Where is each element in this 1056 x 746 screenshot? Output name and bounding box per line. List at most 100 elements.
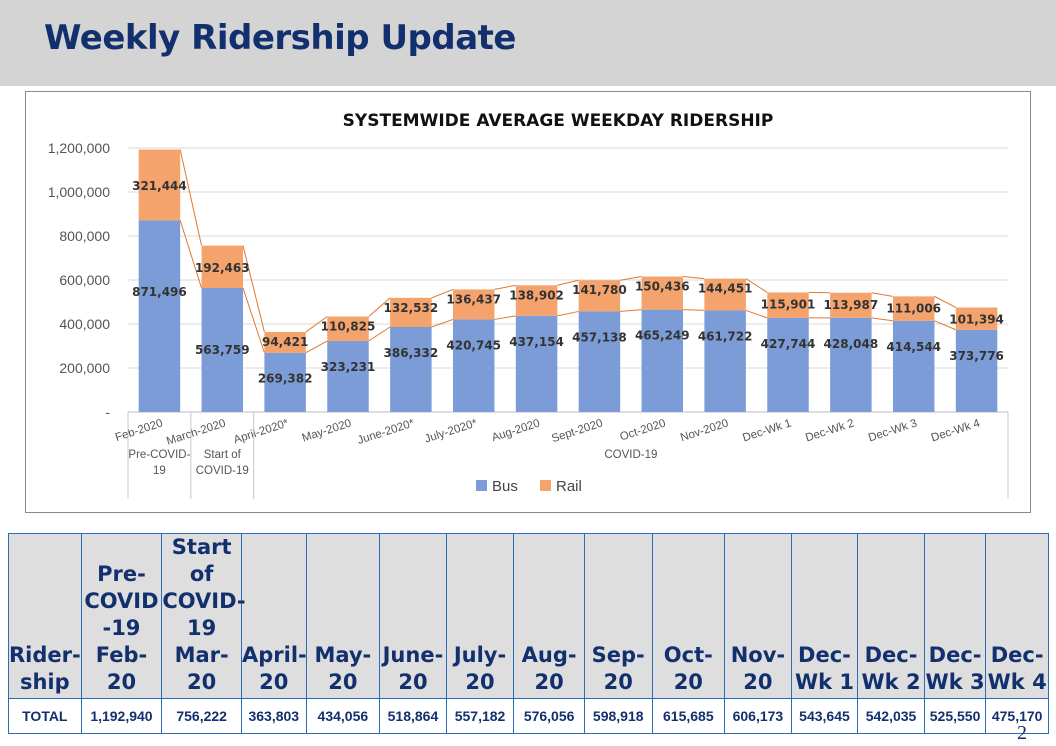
data-label-rail: 115,901 [761,297,816,311]
series-line-total [368,297,391,317]
table-header-cell: April- 20 [241,533,307,699]
bar-rail [138,149,181,221]
data-label-bus: 373,776 [949,349,1004,363]
total-row-label: TOTAL [8,698,82,734]
x-tick-label: Nov-2020 [679,417,730,444]
y-tick-label: - [105,404,110,420]
table-header-cell: Dec- Wk 4 [985,533,1049,699]
group-label-start-covid-line1: Start of [204,449,242,461]
series-line-total [871,292,894,297]
series-line-bus [683,309,705,311]
bar-bus [955,329,998,412]
data-label-rail: 321,444 [132,179,187,193]
series-line-total [745,278,768,293]
data-label-rail: 132,532 [384,301,439,315]
ridership-table: Rider-ship Pre- COVID -19 Feb-20 Start of COVI… [8,533,1049,734]
bar-rail [704,278,746,311]
total-cell: 557,182 [445,698,515,734]
data-label-rail: 144,451 [698,282,753,296]
table-header-cell: Dec- Wk 1 [790,533,859,699]
table-total-row: TOTAL 1,192,940 756,222 363,803 434,056 518,8… [8,698,1049,734]
bar-rail [201,245,244,288]
legend-label-rail: Rail [556,478,582,495]
series-line-total [934,295,957,308]
bar-rail [830,292,872,318]
series-line-bus [871,317,894,322]
x-tick-label: Dec-Wk 4 [930,417,982,444]
legend-swatch-bus [476,480,487,491]
data-label-bus: 269,382 [258,372,313,386]
x-tick-label: Feb-2020 [114,417,165,444]
data-label-bus: 428,048 [824,337,879,351]
x-tick-label: Aug-2020 [490,417,541,444]
x-tick-label: June-2020* [356,417,416,447]
data-label-bus: 461,722 [698,329,753,343]
total-cell: 525,550 [923,698,987,734]
bar-bus [138,220,181,412]
bar-bus [641,309,684,412]
table-header-cell: Nov- 20 [724,533,792,699]
data-label-rail: 110,825 [321,320,376,334]
x-tick-label: Oct-2020 [619,417,668,443]
data-label-rail: 111,006 [886,301,941,315]
total-cell: 543,645 [790,698,859,734]
series-line-bus [242,287,265,353]
x-tick-label: Dec-Wk 2 [804,417,856,444]
x-tick-label: March-2020 [165,417,227,447]
series-line-bus [368,326,391,342]
bar-bus [830,317,872,412]
series-line-total [494,284,516,290]
table-header-cell: June- 20 [379,533,447,699]
series-line-total [242,245,265,333]
bar-rail [892,296,935,321]
x-tick-label: April-2020* [232,417,290,446]
total-cell: 606,173 [724,698,792,734]
page-title: Weekly Ridership Update [44,18,517,58]
bar-rail [264,331,306,353]
series-line-bus [745,309,768,319]
x-tick-label: July-2020* [423,417,479,445]
series-line-bus [305,340,328,354]
data-label-bus: 323,231 [321,360,376,374]
series-line-total [557,279,579,286]
ridership-chart: SYSTEMWIDE AVERAGE WEEKDAY RIDERSHIP - 200… [48,111,1009,499]
series-line-total [179,149,203,246]
total-cell: 576,056 [513,698,585,734]
data-label-bus: 871,496 [132,285,187,299]
group-label-pre-covid-line1: Pre-COVID- [128,449,190,461]
total-cell: 615,685 [651,698,726,734]
y-tick-label: 1,000,000 [48,184,110,200]
table-header-cell: Dec- Wk 3 [923,533,987,699]
table-header-label: Rider-ship [8,533,82,699]
data-label-rail: 113,987 [824,298,879,312]
bar-rail [955,307,998,330]
bar-rail [452,289,495,320]
group-label-pre-covid-line2: 19 [153,465,166,477]
table-header-cell: May-20 [305,533,381,699]
y-tick-label: 1,200,000 [48,140,110,156]
total-cell: 542,035 [857,698,925,734]
page-number: 2 [1017,722,1027,744]
x-tick-label: Sept-2020 [550,417,604,445]
group-label-start-covid-line2: COVID-19 [196,465,249,477]
data-label-bus: 457,138 [572,330,627,344]
data-label-rail: 94,421 [262,335,308,349]
data-label-bus: 437,154 [509,335,564,349]
header-bar: Weekly Ridership Update [0,0,1056,86]
bar-rail [767,292,809,318]
y-tick-label: 200,000 [59,360,110,376]
series-line-bus [431,318,454,328]
bar-rail [515,285,558,316]
bar-rail [327,316,369,341]
y-tick-label: 800,000 [59,228,110,244]
legend-label-bus: Bus [492,478,518,495]
y-tick-label: 400,000 [59,316,110,332]
table-header-cell: Start of COVID- 19 Mar-20 [161,533,246,699]
data-label-bus: 563,759 [195,343,250,357]
table-header-cell: Pre- COVID -19 Feb-20 [80,533,163,699]
chart-frame: SYSTEMWIDE AVERAGE WEEKDAY RIDERSHIP - 200… [25,91,1031,513]
bar-rail [578,280,621,312]
data-label-rail: 150,436 [635,280,690,294]
table-header-row: Rider-ship Pre- COVID -19 Feb-20 Start of COVI… [8,533,1049,699]
total-cell: 1,192,940 [80,698,163,734]
